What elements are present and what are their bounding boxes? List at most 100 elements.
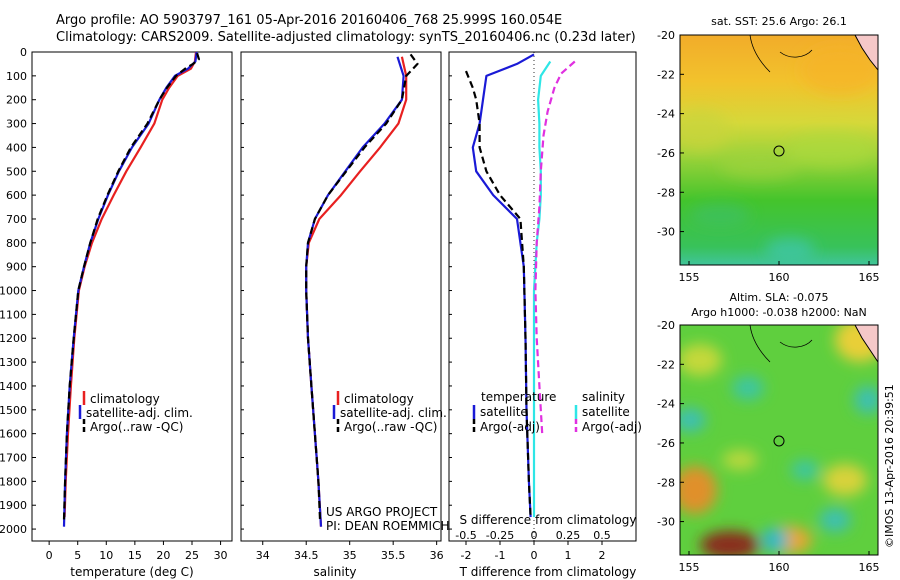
- depth-tick-label: 1800: [0, 475, 27, 488]
- depth-tick-label: 1700: [0, 452, 27, 465]
- sla-field-blobs: [680, 325, 878, 555]
- depth-tick-label: 800: [6, 237, 27, 250]
- s-tick-label: 0.5: [593, 529, 611, 542]
- depth-tick-label: 1400: [0, 380, 27, 393]
- depth-axis: 0 100 200 300 400 500 600 700 800 900 1000 1100 1200…: [0, 46, 36, 536]
- difference-panel: -0.5 -0.25 0 0.25 0.5 -2 -1 0 1 2 S difference f…: [448, 51, 642, 579]
- sst-land-mass: [854, 35, 878, 71]
- sla-argo-position-marker: [773, 435, 785, 447]
- sst-argo-position-marker: [773, 145, 785, 157]
- legend-s-satellite: satellite: [582, 405, 630, 419]
- x-tick-label: 20: [156, 549, 170, 562]
- sla-coastline: [749, 325, 813, 363]
- series-line: [63, 52, 198, 518]
- salinity-x-axis: 34 34.5 35 35.5 36: [241, 51, 444, 562]
- depth-tick-label: 200: [6, 94, 27, 107]
- depth-tick-label: 1000: [0, 285, 27, 298]
- x-tick-label: 0: [46, 549, 53, 562]
- sla-map-field: [680, 325, 878, 555]
- s-tick-label: -0.25: [486, 529, 514, 542]
- sla-land-mass: [854, 325, 878, 363]
- x-tick-label: 2: [599, 549, 606, 562]
- legend-argo: Argo(..raw -QC): [90, 420, 183, 434]
- depth-tick-label: 400: [6, 141, 27, 154]
- temperature-lines: [62, 52, 200, 527]
- map-y-tick-label: -22: [657, 358, 675, 371]
- credit-project: US ARGO PROJECT: [326, 505, 438, 519]
- sst-map-title: sat. SST: 25.6 Argo: 26.1: [711, 15, 847, 28]
- series-line: [62, 52, 198, 527]
- legend-salinity-title: salinity: [582, 390, 625, 404]
- legend-s-argo: Argo(-adj): [582, 420, 642, 434]
- map-x-tick-label: 155: [679, 561, 700, 574]
- header-line2: Climatology: CARS2009. Satellite-adjuste…: [56, 30, 636, 45]
- map-y-tick-label: -20: [657, 319, 675, 332]
- legend-t-satellite: satellite: [480, 405, 528, 419]
- t-difference-xlabel: T difference from climatology: [459, 565, 637, 579]
- depth-tick-label: 500: [6, 165, 27, 178]
- legend-climatology: climatology: [90, 392, 160, 406]
- x-tick-label: 5: [74, 549, 81, 562]
- s-tick-label: 0.25: [556, 529, 581, 542]
- series-line: [305, 56, 405, 527]
- credit-pi: PI: DEAN ROEMMICH: [326, 519, 449, 533]
- x-tick-label: 0: [531, 549, 538, 562]
- x-tick-label: -2: [461, 549, 472, 562]
- series-line: [534, 60, 576, 434]
- x-tick-label: 25: [185, 549, 199, 562]
- x-tick-label: 15: [128, 549, 142, 562]
- depth-tick-label: 100: [6, 70, 27, 83]
- legend-t-argo: Argo(-adj): [480, 420, 540, 434]
- map-y-tick-label: -22: [657, 68, 675, 81]
- difference-axes-box: [448, 51, 637, 542]
- salinity-legend: climatology satellite-adj. clim. Argo(..…: [332, 391, 447, 434]
- legend-satellite: satellite-adj. clim.: [86, 406, 193, 420]
- x-tick-label: 34.5: [294, 549, 319, 562]
- depth-tick-label: 1600: [0, 428, 27, 441]
- sla-map: Altim. SLA: -0.075 Argo h1000: -0.038 h2…: [657, 291, 880, 574]
- salinity-xlabel: salinity: [313, 565, 356, 579]
- x-tick-label: 35: [343, 549, 357, 562]
- depth-tick-label: 1100: [0, 308, 27, 321]
- s-difference-axis: -0.5 -0.25 0 0.25 0.5: [455, 529, 610, 542]
- x-tick-label: 30: [214, 549, 228, 562]
- map-x-tick-label: 155: [679, 271, 700, 284]
- difference-lines: [464, 53, 576, 518]
- depth-tick-label: 900: [6, 261, 27, 274]
- imos-timestamp: ©IMOS 13-Apr-2016 20:39:51: [883, 384, 896, 548]
- map-y-tick-label: -28: [657, 186, 675, 199]
- difference-legend: temperature satellite Argo(-adj) salinit…: [472, 390, 642, 434]
- x-tick-label: 1: [565, 549, 572, 562]
- legend-argo: Argo(..raw -QC): [344, 420, 437, 434]
- sst-field-texture: [680, 45, 878, 262]
- salinity-panel: 34 34.5 35 35.5 36 salinity climatology sate…: [240, 51, 449, 579]
- temperature-x-axis: 0 5 10 15 20 25 30: [46, 541, 228, 562]
- series-line: [532, 60, 552, 518]
- t-difference-axis: -2 -1 0 1 2: [449, 51, 606, 562]
- map-x-tick-label: 160: [769, 561, 790, 574]
- depth-tick-label: 1200: [0, 332, 27, 345]
- sst-map-axes: 155 160 165 -20 -22 -24 -26 -28 -30: [657, 29, 879, 284]
- depth-tick-label: 1300: [0, 356, 27, 369]
- s-tick-label: -0.5: [455, 529, 476, 542]
- depth-tick-label: 600: [6, 189, 27, 202]
- depth-tick-label: 300: [6, 118, 27, 131]
- sst-map: sat. SST: 25.6 Argo: 26.1 155 160 165 -20 -2…: [657, 15, 879, 284]
- series-line: [62, 52, 200, 520]
- map-x-tick-label: 165: [859, 271, 880, 284]
- sst-map-field: [680, 35, 878, 265]
- map-y-tick-label: -26: [657, 437, 675, 450]
- series-line: [464, 70, 532, 518]
- x-tick-label: 36: [430, 549, 444, 562]
- map-y-tick-label: -28: [657, 476, 675, 489]
- map-x-tick-label: 165: [859, 561, 880, 574]
- depth-tick-label: 2000: [0, 523, 27, 536]
- map-y-tick-label: -30: [657, 226, 675, 239]
- series-line: [471, 53, 535, 518]
- temperature-xlabel: temperature (deg C): [70, 565, 193, 579]
- salinity-lines: [305, 53, 419, 527]
- depth-tick-label: 0: [20, 46, 27, 59]
- map-y-tick-label: -26: [657, 147, 675, 160]
- legend-temperature-title: temperature: [481, 390, 556, 404]
